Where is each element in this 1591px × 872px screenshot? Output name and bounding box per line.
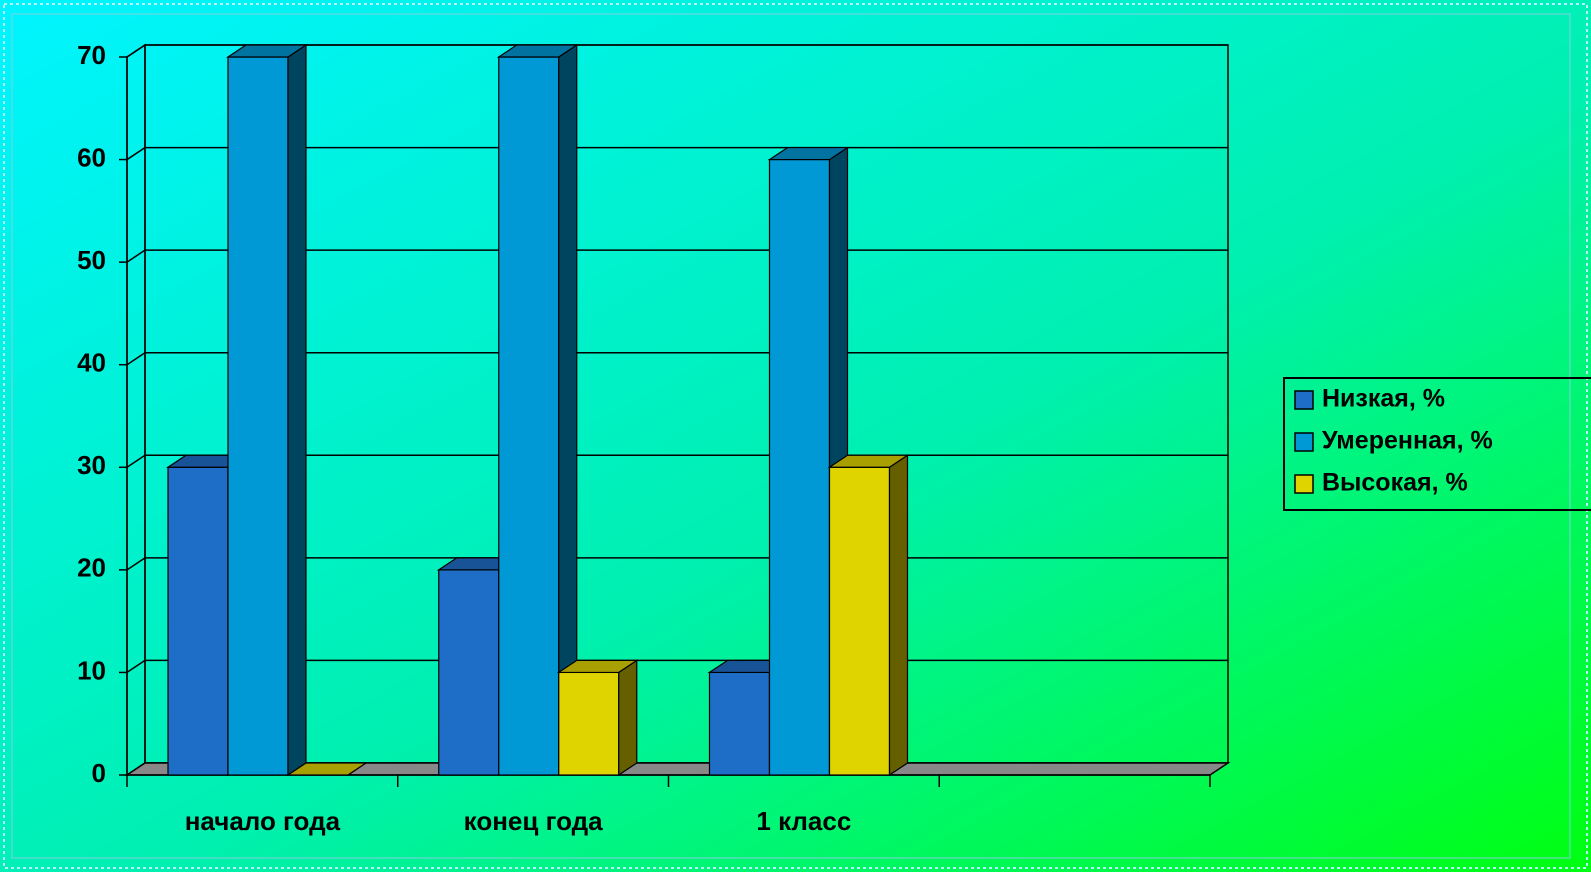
y-tick-label: 0: [92, 758, 106, 788]
legend-label: Умеренная, %: [1322, 427, 1493, 455]
bar-side: [618, 659, 638, 777]
bar-front: [438, 569, 500, 776]
grid-line: [126, 352, 146, 366]
bar-top: [286, 762, 368, 776]
bar-front: [167, 466, 229, 776]
legend-label: Высокая, %: [1322, 469, 1468, 497]
y-tick-label: 30: [77, 450, 106, 480]
bar-front: [828, 466, 891, 776]
y-tick-label: 40: [77, 348, 106, 378]
x-tick-label: 1 класс: [756, 806, 851, 836]
bar: [226, 43, 308, 777]
grid-line: [126, 249, 146, 263]
grid-line: [126, 146, 146, 161]
legend-swatch: [1294, 474, 1314, 494]
bar: [166, 454, 248, 777]
bar-top: [496, 44, 579, 58]
bar-top: [767, 146, 850, 161]
bar-top: [827, 454, 910, 468]
grid-line: [126, 557, 146, 571]
y-tick-label: 70: [77, 40, 106, 70]
bar-front: [768, 158, 831, 776]
legend-swatch: [1294, 432, 1314, 452]
y-tick-label: 10: [77, 655, 106, 685]
bar-side: [888, 454, 909, 777]
legend-label: Низкая, %: [1322, 385, 1445, 413]
bar-top: [556, 659, 639, 674]
bar: [556, 659, 639, 777]
bar: [827, 454, 910, 777]
bar-front: [558, 671, 620, 776]
bar-side: [287, 43, 307, 777]
x-tick-label: начало года: [185, 806, 341, 836]
legend: [1283, 377, 1591, 511]
legend-box: [1283, 377, 1591, 511]
bar: [286, 762, 368, 776]
y-tick-label: 60: [77, 142, 106, 172]
grid-line: [126, 659, 146, 674]
grid-line: [126, 44, 146, 58]
y-tick-label: 50: [77, 245, 106, 275]
grid-line: [126, 454, 146, 468]
y-tick-label: 20: [77, 553, 106, 583]
legend-swatch: [1294, 390, 1314, 410]
bar: [496, 43, 579, 777]
x-tick-label: конец года: [464, 806, 603, 836]
bar-top: [226, 44, 308, 58]
plot-frame: [11, 13, 1571, 859]
bar-front: [227, 56, 289, 776]
bar-front: [708, 671, 771, 776]
bar-front: [498, 56, 560, 776]
